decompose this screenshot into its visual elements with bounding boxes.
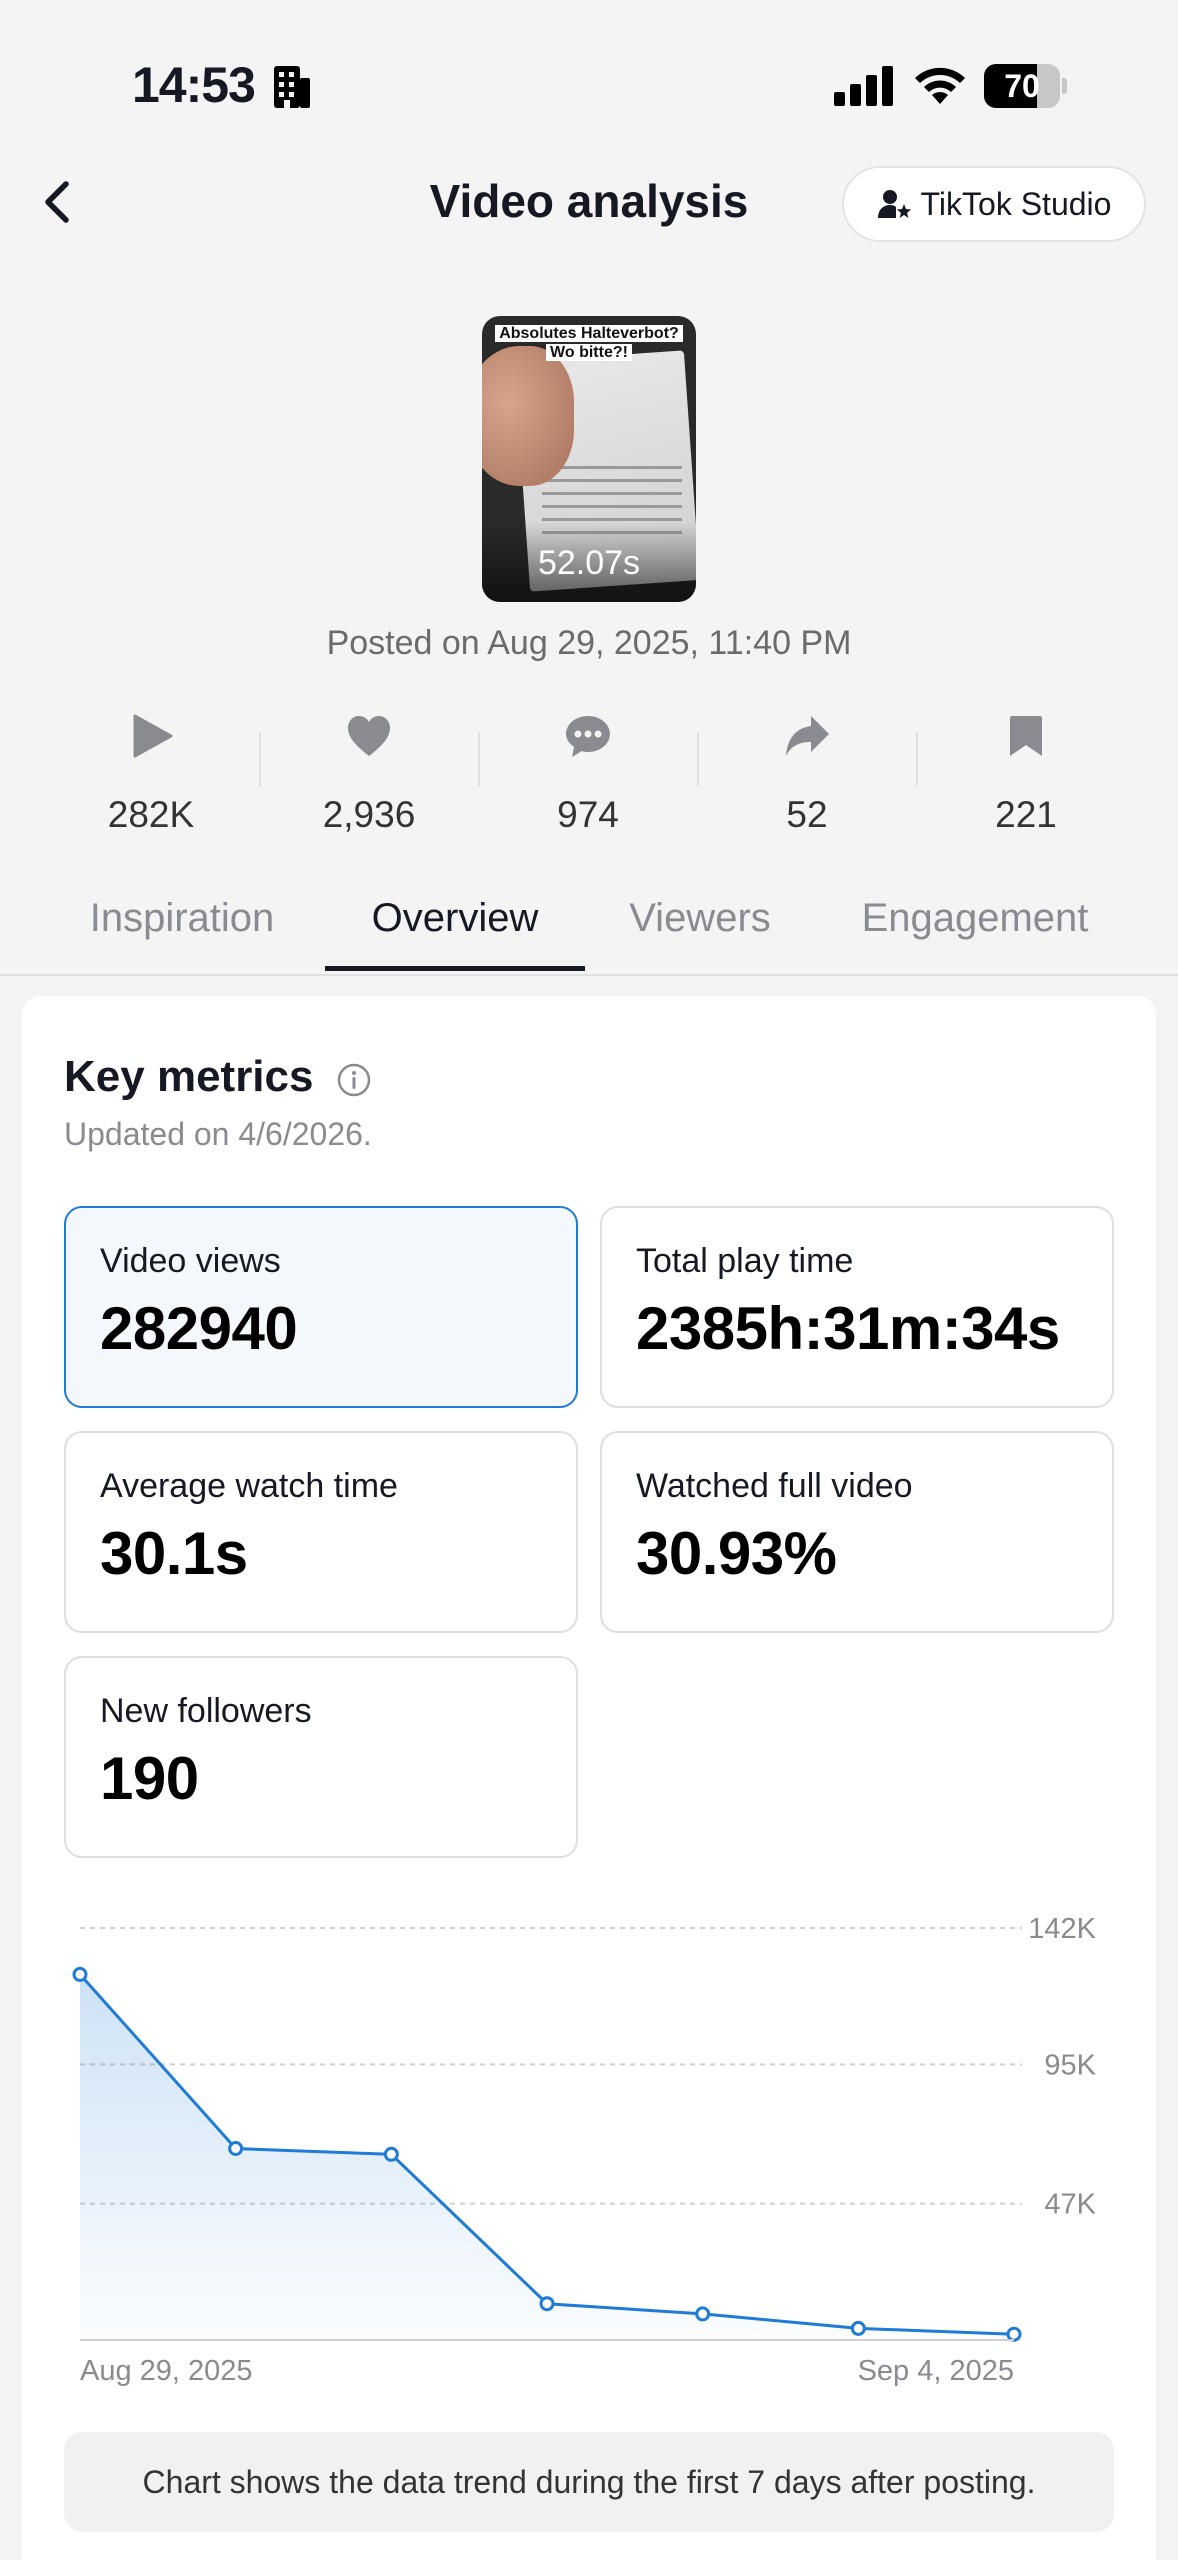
updated-date: Updated on 4/6/2026. (64, 1116, 372, 1152)
chart-area-fill (80, 1974, 1014, 2340)
metric-value: 282940 (100, 1295, 298, 1362)
metric-value: 2385h:31m:34s (636, 1295, 1060, 1362)
page-title: Video analysis (429, 175, 749, 227)
chart-data-point (539, 2296, 555, 2312)
views-value: 282K (107, 794, 195, 835)
chart-data-point (228, 2141, 244, 2157)
metric-label: New followers (100, 1692, 312, 1730)
share-icon (786, 716, 829, 756)
comments-value: 974 (557, 794, 619, 835)
building-icon (274, 66, 310, 108)
thumbnail-caption-line1: Absolutes Halteverbot? (495, 325, 683, 342)
comments-stat: 974 (488, 712, 688, 836)
shares-stat: 52 (707, 712, 907, 836)
tiktok-studio-button[interactable]: TikTok Studio (842, 166, 1146, 242)
tabs-divider (0, 974, 1178, 976)
metric-new-followers[interactable]: New followers 190 (64, 1656, 578, 1858)
cellular-signal-icon (834, 66, 893, 106)
metric-label: Video views (100, 1242, 281, 1280)
tab-overview[interactable]: Overview (371, 896, 539, 940)
y-tick-label: 47K (1044, 2189, 1096, 2221)
metric-watched-full-video[interactable]: Watched full video 30.93% (600, 1431, 1114, 1633)
metric-value: 30.1s (100, 1520, 248, 1587)
metric-value: 30.93% (636, 1520, 837, 1587)
back-arrow-icon[interactable] (30, 170, 86, 234)
video-thumbnail[interactable]: Absolutes Halteverbot? Wo bitte?! (482, 316, 696, 602)
chart-data-point (383, 2146, 399, 2162)
battery-fill (984, 64, 1038, 108)
wifi-icon (915, 67, 965, 104)
play-icon (133, 714, 173, 758)
person-star-icon (877, 190, 911, 218)
y-tick-label: 95K (1044, 2049, 1096, 2081)
likes-value: 2,936 (322, 794, 416, 835)
key-metrics-card: Key metrics Updated on 4/6/2026. Video v… (22, 996, 1156, 2560)
thumbnail-caption-line2: Wo bitte?! (546, 344, 632, 361)
metric-label: Total play time (636, 1242, 854, 1280)
tab-engagement[interactable]: Engagement (861, 896, 1089, 940)
saves-stat: 221 (926, 712, 1126, 836)
comment-icon (566, 716, 610, 757)
chart-data-point (1006, 2326, 1022, 2342)
chart-series-line (78, 1973, 1015, 2336)
posted-date: Posted on Aug 29, 2025, 11:40 PM (326, 624, 852, 662)
metric-value: 190 (100, 1745, 199, 1812)
battery-icon: 70 (984, 64, 1067, 108)
tab-inspiration[interactable]: Inspiration (89, 896, 275, 940)
metric-label: Watched full video (636, 1467, 913, 1505)
chart-note: Chart shows the data trend during the fi… (64, 2432, 1114, 2532)
metric-total-play-time[interactable]: Total play time 2385h:31m:34s (600, 1206, 1114, 1408)
active-tab-indicator (325, 966, 585, 971)
views-stat: 282K (51, 712, 251, 836)
shares-value: 52 (786, 794, 828, 835)
saves-value: 221 (995, 794, 1057, 835)
metric-label: Average watch time (100, 1467, 398, 1505)
video-duration: 52.07s (537, 544, 641, 582)
key-metrics-title: Key metrics (64, 1052, 314, 1101)
likes-stat: 2,936 (269, 712, 469, 836)
bookmark-icon (1010, 716, 1042, 756)
y-tick-label: 142K (1028, 1913, 1096, 1945)
chart-data-point (695, 2306, 711, 2322)
status-bar: 14:53 70 (0, 0, 1178, 170)
info-icon[interactable] (336, 1062, 372, 1098)
metric-average-watch-time[interactable]: Average watch time 30.1s (64, 1431, 578, 1633)
chart-data-point (72, 1966, 88, 1982)
status-time: 14:53 (132, 57, 256, 113)
tiktok-studio-label: TikTok Studio (920, 185, 1112, 222)
battery-level-text: 70 (1004, 68, 1040, 104)
tab-viewers[interactable]: Viewers (629, 896, 771, 940)
x-tick-label: Sep 4, 2025 (858, 2355, 1014, 2387)
metric-video-views[interactable]: Video views 282940 (64, 1206, 578, 1408)
thumbnail-caption: Absolutes Halteverbot? Wo bitte?! (482, 324, 696, 362)
x-tick-label: Aug 29, 2025 (80, 2355, 253, 2387)
heart-icon (348, 716, 390, 756)
chart-data-point (850, 2320, 866, 2336)
